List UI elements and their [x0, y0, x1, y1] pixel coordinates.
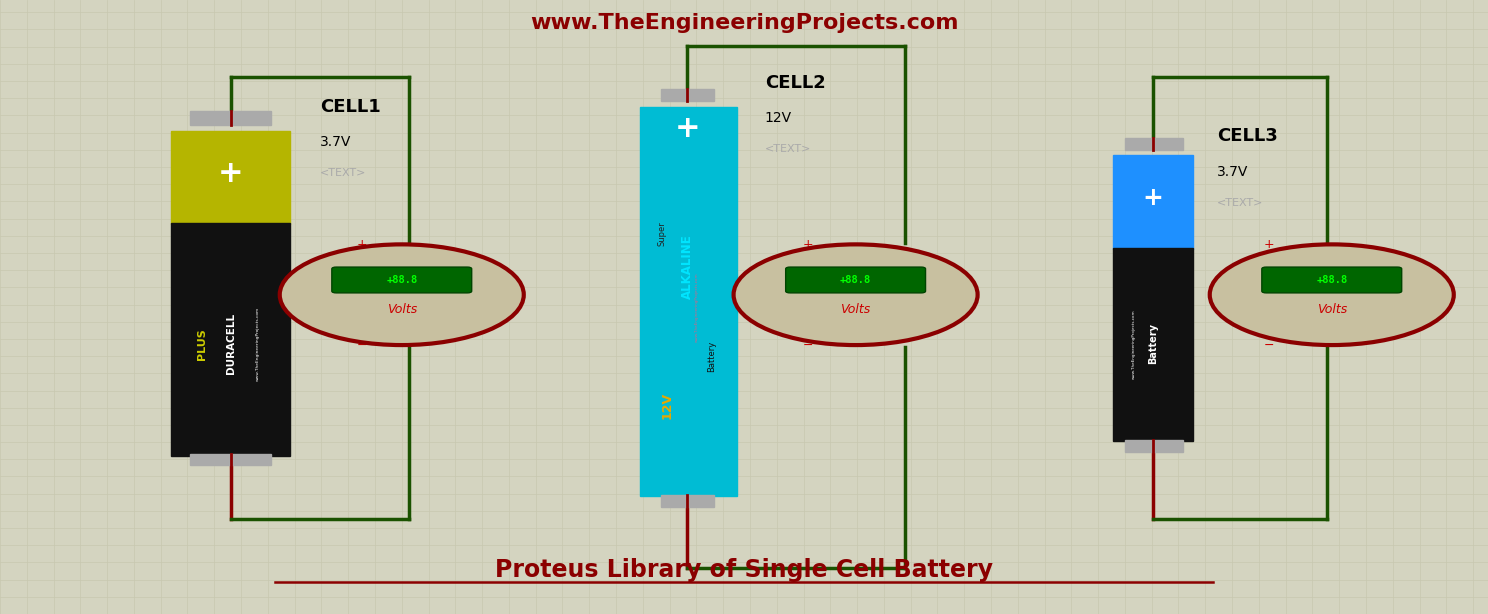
Text: <TEXT>: <TEXT>	[1217, 198, 1263, 208]
Text: PLUS: PLUS	[198, 328, 207, 360]
Text: 3.7V: 3.7V	[1217, 165, 1248, 179]
Text: Battery: Battery	[1149, 324, 1158, 364]
Text: +: +	[217, 158, 244, 188]
Text: Volts: Volts	[1317, 303, 1347, 316]
Text: +: +	[674, 114, 701, 144]
Text: 3.7V: 3.7V	[320, 136, 351, 149]
FancyBboxPatch shape	[786, 267, 926, 293]
Bar	[1113, 155, 1193, 249]
Text: www.TheEngineeringProjects.com: www.TheEngineeringProjects.com	[695, 272, 698, 342]
Text: www.TheEngineeringProjects.com: www.TheEngineeringProjects.com	[1132, 309, 1135, 379]
Bar	[1125, 440, 1183, 452]
Text: +: +	[802, 238, 814, 251]
Circle shape	[1210, 244, 1454, 345]
FancyBboxPatch shape	[332, 267, 472, 293]
Text: <TEXT>: <TEXT>	[320, 168, 366, 178]
Text: Volts: Volts	[841, 303, 870, 316]
Circle shape	[734, 244, 978, 345]
FancyBboxPatch shape	[1262, 267, 1402, 293]
Text: −: −	[356, 338, 368, 352]
Text: CELL2: CELL2	[765, 74, 826, 92]
Text: Super: Super	[658, 221, 667, 246]
Text: Proteus Library of Single Cell Battery: Proteus Library of Single Cell Battery	[496, 558, 992, 582]
Bar	[190, 454, 271, 465]
Bar	[171, 223, 290, 456]
Text: Battery: Battery	[707, 341, 716, 371]
Text: www.TheEngineeringProjects.com: www.TheEngineeringProjects.com	[256, 307, 259, 381]
Circle shape	[280, 244, 524, 345]
Bar	[661, 495, 714, 507]
Bar	[1125, 138, 1183, 150]
Text: −: −	[1263, 338, 1275, 352]
Bar	[171, 131, 290, 224]
Text: +88.8: +88.8	[839, 275, 872, 285]
Text: DURACELL: DURACELL	[226, 313, 235, 375]
Text: +: +	[1263, 238, 1275, 251]
Text: +88.8: +88.8	[385, 275, 418, 285]
Bar	[190, 111, 271, 125]
Bar	[1113, 248, 1193, 441]
Text: −: −	[802, 338, 814, 352]
Text: <TEXT>: <TEXT>	[765, 144, 811, 154]
Text: www.TheEngineeringProjects.com: www.TheEngineeringProjects.com	[530, 14, 958, 33]
Bar	[640, 107, 737, 496]
Text: ALKALINE: ALKALINE	[682, 235, 693, 300]
Text: 12V: 12V	[661, 392, 673, 419]
Text: +88.8: +88.8	[1315, 275, 1348, 285]
Text: 12V: 12V	[765, 111, 792, 125]
Text: Volts: Volts	[387, 303, 417, 316]
Text: CELL3: CELL3	[1217, 127, 1278, 146]
Text: CELL1: CELL1	[320, 98, 381, 117]
Text: +: +	[356, 238, 368, 251]
Text: +: +	[1143, 185, 1164, 210]
Bar	[661, 89, 714, 101]
